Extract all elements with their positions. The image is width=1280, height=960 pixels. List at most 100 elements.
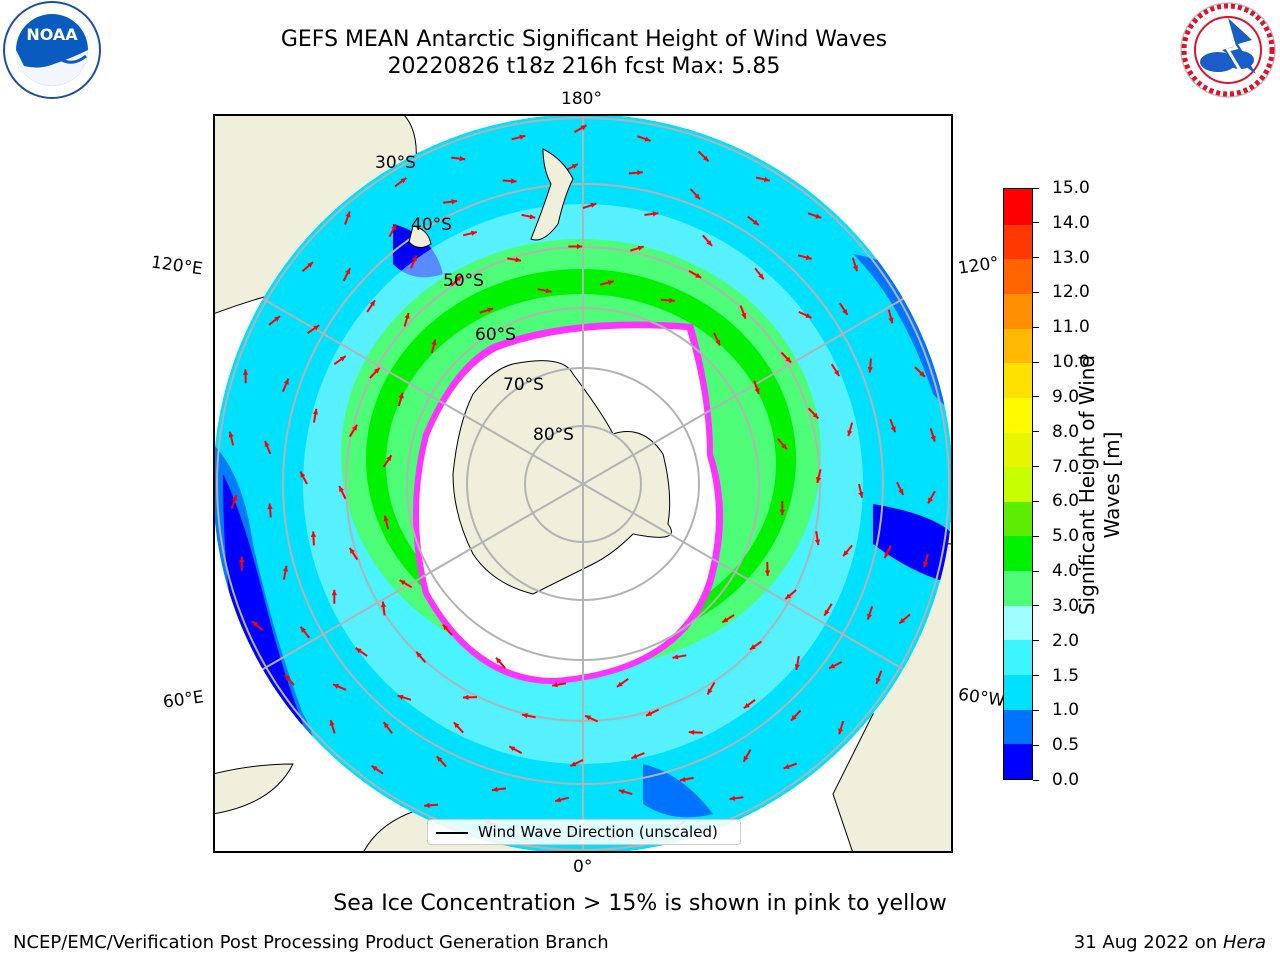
wave-direction-arrowhead (424, 802, 430, 808)
wave-direction-arrowhead (706, 240, 712, 246)
wave-direction-arrowhead (923, 561, 929, 568)
lat-label-60s: 60°S (475, 325, 516, 345)
wave-direction-arrowhead (616, 681, 623, 687)
wave-direction-arrowhead (794, 664, 800, 670)
colorbar-tick-mark (1033, 640, 1039, 642)
wave-direction-arrowhead (552, 682, 558, 688)
footer-branch: NCEP/EMC/Verification Post Processing Pr… (13, 932, 609, 953)
wave-direction-arrowhead (779, 509, 785, 516)
map-panel: 30°S 40°S 50°S 60°S 70°S 80°S (213, 114, 953, 853)
colorbar-tick-mark (1033, 570, 1039, 572)
colorbar-segment (1004, 605, 1032, 641)
land-tasmania (408, 225, 432, 248)
colorbar-tick-mark (1033, 257, 1039, 259)
wave-direction-arrowhead (511, 178, 517, 184)
colorbar-segment (1004, 570, 1032, 606)
wave-direction-arrowhead (283, 378, 289, 385)
noaa-logo-text: NOAA (26, 25, 78, 44)
wave-direction-arrowhead (555, 797, 562, 803)
wave-direction-arrowhead (496, 657, 502, 664)
wave-direction-arrowhead (919, 371, 925, 377)
wave-direction-arrowhead (847, 430, 853, 437)
wave-direction-arrowhead (672, 654, 679, 660)
wave-direction-arrowhead (888, 317, 894, 324)
colorbar-segment (1004, 328, 1032, 364)
wave-direction-arrowhead (345, 268, 351, 275)
wave-direction-arrowhead (694, 193, 700, 200)
colorbar-tick-label: 2.0 (1052, 630, 1080, 651)
colorbar-tick-label: 11.0 (1052, 317, 1090, 338)
footer-host: Hera (1222, 932, 1266, 953)
colorbar-tick-label: 0.0 (1052, 770, 1080, 790)
wave-direction-arrowhead (545, 288, 552, 294)
wave-direction-arrowhead (791, 714, 797, 721)
wave-direction-arrowhead (580, 125, 587, 131)
colorbar-segment (1004, 189, 1032, 225)
wave-direction-arrowhead (282, 565, 288, 572)
wave-direction-arrowhead (399, 580, 406, 586)
wave-direction-arrowhead (397, 694, 404, 700)
wave-direction-arrowhead (928, 497, 933, 504)
wave-direction-arrowhead (412, 255, 417, 262)
lon-label-60w: 60°W (956, 684, 1007, 712)
wave-direction-arrowhead (300, 471, 306, 478)
wave-direction-arrowhead (381, 601, 387, 608)
colorbar-tick-label: 4.0 (1052, 561, 1080, 582)
colorbar-tick-mark (1033, 675, 1039, 677)
colorbar-segment (1004, 258, 1032, 294)
wave-direction-arrowhead (386, 455, 392, 462)
wave-direction-arrowhead (781, 443, 787, 450)
colorbar-tick-label: 15.0 (1052, 178, 1090, 198)
wave-direction-arrowhead (669, 297, 675, 304)
wave-direction-arrowhead (487, 307, 494, 313)
wave-direction-arrowhead (637, 245, 644, 251)
lon-label-60e: 60°E (161, 687, 206, 713)
colorbar-segment (1004, 431, 1032, 468)
wave-direction-arrowhead (715, 339, 720, 346)
wave-direction-arrowhead (688, 729, 695, 735)
wave-direction-arrowhead (805, 254, 812, 260)
wave-direction-arrowhead (355, 648, 362, 654)
wave-direction-arrowhead (758, 273, 764, 280)
wave-direction-arrowhead (349, 547, 355, 554)
colorbar-tick-mark (1033, 361, 1039, 363)
wave-direction-arrowhead (371, 765, 378, 771)
wave-direction-arrowhead (814, 539, 821, 546)
noaa-logo-icon: NOAA (2, 0, 102, 100)
wave-direction-arrowhead (785, 593, 792, 600)
colorbar-segment (1004, 466, 1032, 502)
wave-direction-arrowhead (652, 211, 659, 217)
colorbar-segment (1004, 674, 1032, 710)
colorbar-tick-label: 13.0 (1052, 247, 1090, 268)
wave-direction-arrowhead (637, 170, 643, 176)
wave-direction-arrowhead (329, 720, 335, 726)
wave-direction-arrowhead (436, 756, 443, 762)
colorbar-segment (1004, 397, 1032, 433)
wave-direction-arrowhead (867, 367, 873, 373)
wave-direction-arrowhead (695, 273, 702, 278)
wave-direction-arrowhead (815, 213, 822, 219)
wave-direction-arrowhead (331, 589, 337, 596)
lon-label-0: 0° (573, 857, 593, 877)
wave-direction-arrowhead (644, 136, 651, 142)
legend-line-swatch (436, 832, 468, 834)
colorbar-tick-label: 0.5 (1052, 735, 1080, 756)
wave-direction-arrowhead (455, 275, 462, 282)
wave-direction-arrowhead (898, 488, 904, 495)
graticule (215, 116, 951, 851)
wave-direction-arrowhead (679, 776, 686, 782)
wave-direction-arrowhead (729, 795, 736, 801)
wave-direction-arrowhead (369, 300, 375, 307)
wave-direction-arrowhead (805, 313, 812, 318)
wave-direction-arrowhead (783, 764, 790, 769)
wave-direction-arrowhead (722, 617, 729, 623)
footer-date-text: 31 Aug 2022 on (1073, 932, 1223, 953)
wave-direction-arrowhead (743, 755, 749, 762)
wave-direction-arrowhead (812, 412, 819, 419)
wave-direction-arrowhead (383, 722, 389, 729)
colorbar-tick-mark (1033, 744, 1039, 746)
wave-direction-arrowhead (416, 651, 422, 658)
colorbar-label-line2: Waves [m] (1100, 431, 1124, 539)
lon-label-120e: 120°E (149, 252, 204, 280)
wave-direction-arrowhead (590, 202, 597, 208)
